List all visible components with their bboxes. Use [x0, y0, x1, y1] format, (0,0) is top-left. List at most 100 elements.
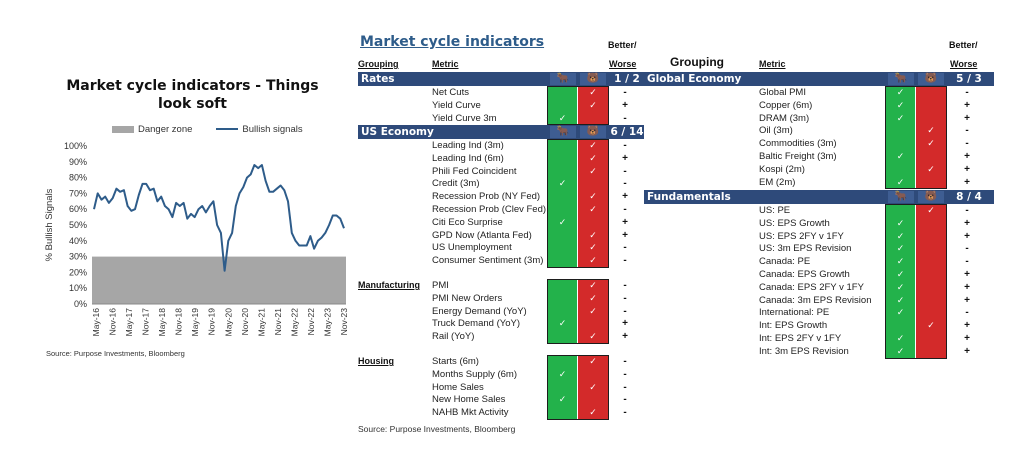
bearish-cell	[916, 255, 946, 269]
series-line-bullish-signals	[93, 164, 345, 272]
table-row: NAHB Mkt Activity ✓ -	[432, 406, 690, 420]
bullish-cell	[548, 254, 578, 268]
x-tick-label: Nov-20	[240, 308, 250, 336]
bearish-cell	[578, 367, 608, 381]
y-tick-label: 30%	[69, 252, 87, 262]
table-row: Commodities (3m) ✓ -	[759, 137, 1020, 151]
table-row: US: 3m EPS Revision ✓ -	[759, 242, 1020, 256]
metric-label: International: PE	[759, 307, 830, 319]
bullish-cell	[548, 86, 578, 99]
y-tick-label: 50%	[69, 220, 87, 230]
bearish-cell	[916, 280, 946, 294]
bullish-cell: ✓	[886, 150, 916, 163]
trend-sign: +	[964, 269, 970, 280]
section-header-bar: US Economy 🐂 🐻 6 / 14	[358, 125, 644, 139]
table-row: US: EPS 2FY v 1FY ✓ +	[759, 229, 1020, 243]
metric-label: Copper (6m)	[759, 99, 813, 111]
bullish-cell	[886, 204, 916, 217]
bullish-cell	[886, 319, 916, 333]
table-row: Canada: EPS 2FY v 1FY ✓ +	[759, 280, 1020, 294]
section-count: 5 / 3	[956, 73, 982, 85]
trend-sign: -	[623, 356, 627, 367]
bearish-cell	[578, 177, 608, 191]
trend-sign: -	[965, 125, 969, 137]
metric-label: Int: EPS Growth	[759, 320, 828, 332]
bearish-cell: ✓	[578, 380, 608, 394]
trend-sign: -	[623, 242, 627, 254]
bullish-cell	[548, 228, 578, 242]
bullish-cell: ✓	[886, 268, 916, 281]
section-count: 6 / 14	[610, 126, 644, 138]
bearish-cell: ✓	[578, 406, 608, 420]
bullish-cell	[548, 164, 578, 178]
bearish-cell	[916, 175, 946, 189]
trend-sign: +	[964, 151, 970, 162]
trend-sign: +	[964, 176, 970, 188]
metric-label: DRAM (3m)	[759, 112, 810, 124]
metric-label: Int: EPS 2FY v 1FY	[759, 333, 842, 344]
trend-sign: -	[623, 178, 627, 190]
metric-label: NAHB Mkt Activity	[432, 407, 509, 419]
metric-label: PMI New Orders	[432, 292, 503, 304]
table-row: Int: EPS 2FY v 1FY ✓ +	[759, 332, 1020, 345]
trend-sign: +	[622, 152, 628, 164]
trend-sign: +	[622, 331, 628, 343]
trend-sign: -	[623, 204, 627, 215]
table-row: International: PE ✓ -	[759, 306, 1020, 320]
metric-label: Commodities (3m)	[759, 138, 837, 150]
bullish-cell	[548, 151, 578, 165]
bull-icon: 🐂	[550, 73, 576, 85]
section-name: US Economy	[361, 126, 434, 138]
bearish-cell	[916, 268, 946, 281]
bullish-cell	[886, 137, 916, 151]
y-tick-label: 0%	[74, 299, 87, 309]
bearish-cell	[578, 111, 608, 125]
trend-sign: -	[623, 165, 627, 177]
better-header-right: Better/	[949, 40, 978, 50]
table-row: US: EPS Growth ✓ +	[759, 216, 1020, 230]
bullish-cell: ✓	[886, 86, 916, 99]
trend-sign: +	[622, 99, 628, 111]
bearish-cell	[916, 306, 946, 320]
x-tick-label: Nov-22	[306, 308, 316, 336]
table-row: Copper (6m) ✓ +	[759, 98, 1020, 112]
metric-label: Canada: PE	[759, 256, 811, 268]
x-tick-label: Nov-18	[174, 308, 184, 336]
bearish-cell: ✓	[578, 151, 608, 165]
metric-label: PMI	[432, 280, 449, 291]
bear-icon: 🐻	[918, 73, 944, 85]
bearish-cell	[916, 242, 946, 256]
metric-label: Credit (3m)	[432, 178, 480, 190]
table-row: Phili Fed Coincident ✓ -	[432, 164, 690, 178]
bullish-cell	[548, 98, 578, 112]
metric-header-right: Metric	[759, 59, 786, 69]
metric-header: Metric	[432, 59, 459, 69]
bullish-cell: ✓	[886, 306, 916, 320]
x-tick-label: Nov-19	[207, 308, 217, 336]
table-row: US Unemployment ✓ -	[432, 241, 690, 255]
section-name: Fundamentals	[647, 191, 731, 203]
trend-sign: -	[623, 140, 627, 151]
section-name: Housing	[358, 356, 394, 366]
trend-sign: -	[965, 243, 969, 255]
legend-bullish-signals: Bullish signals	[216, 124, 303, 135]
table-row: Home Sales ✓ -	[432, 380, 690, 394]
bull-icon: 🐂	[888, 73, 914, 85]
worse-header-right: Worse	[950, 59, 978, 69]
bear-icon: 🐻	[580, 126, 606, 138]
bullish-cell: ✓	[548, 367, 578, 381]
bearish-cell: ✓	[916, 124, 946, 138]
y-tick-label: 10%	[69, 283, 87, 293]
bearish-cell: ✓	[578, 355, 608, 368]
metric-label: Phili Fed Coincident	[432, 165, 517, 177]
table-row: Net Cuts ✓ -	[432, 86, 690, 99]
metric-label: US: EPS 2FY v 1FY	[759, 230, 844, 242]
metric-label: Home Sales	[432, 381, 484, 393]
table-row: Kospi (2m) ✓ +	[759, 162, 1020, 176]
chart-legend: Danger zone Bullish signals	[112, 124, 303, 135]
bearish-cell: ✓	[578, 228, 608, 242]
y-tick-label: 70%	[69, 188, 87, 198]
trend-sign: +	[964, 112, 970, 124]
bullish-cell: ✓	[886, 216, 916, 230]
trend-sign: +	[964, 320, 970, 332]
